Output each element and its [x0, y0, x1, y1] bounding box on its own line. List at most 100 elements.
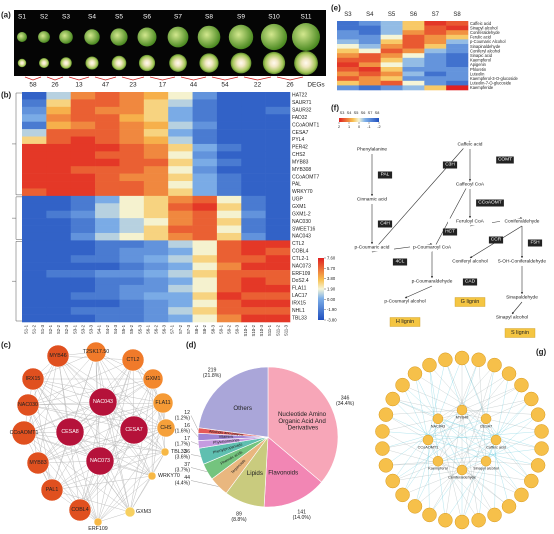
compound-bg: [490, 314, 534, 322]
network-edge: [445, 461, 487, 521]
heatmap-cell: [143, 203, 169, 212]
scale-label: 1: [348, 125, 350, 129]
heatmap-cell: [216, 225, 242, 234]
network-edge: [461, 469, 510, 507]
heatmap-cell: [22, 143, 47, 152]
network-edge: [402, 385, 439, 462]
heatmap-cell: [168, 181, 193, 189]
network-node: [454, 514, 470, 530]
network-edge: [97, 451, 166, 523]
network-node: [456, 464, 468, 476]
heatmap-cell: [22, 299, 47, 308]
heatmap-cell: [119, 218, 145, 226]
compound-bg: [448, 181, 492, 189]
heatmap-cell: [402, 80, 425, 86]
heatmap-cell: [424, 62, 447, 68]
node-label: NAC043: [93, 399, 113, 405]
heatmap-cell: [119, 181, 145, 189]
network-node: [85, 341, 107, 363]
row-label: Coniferyl alcohol: [470, 48, 500, 53]
heatmap-cell: [446, 25, 469, 31]
heatmap-cell: [22, 195, 47, 204]
heatmap-cell: [241, 158, 266, 167]
network-edge: [461, 409, 479, 521]
heatmap-cell: [22, 92, 47, 100]
heatmap-cell: [119, 247, 145, 256]
network-edge: [79, 427, 167, 511]
heatmap-cell: [46, 232, 72, 241]
heatmap-cell: [265, 114, 291, 122]
heatmap-cell: [265, 232, 291, 241]
stage-bracket: [149, 76, 176, 81]
compound-bg: [410, 278, 454, 286]
network-edge: [437, 461, 446, 521]
heatmap-cell: [241, 270, 266, 278]
gene-label: MYB308: [292, 167, 311, 173]
node-label: Kaempferol: [428, 467, 448, 471]
heatmap-cell: [216, 314, 242, 323]
network-edge: [429, 469, 463, 516]
heatmap-cell: [380, 39, 403, 45]
heatmap-cell: [119, 262, 145, 271]
network-node: [385, 473, 400, 489]
heatmap-cell: [241, 262, 266, 271]
network-edge: [382, 431, 439, 462]
fruit-section: [262, 51, 286, 75]
sample-label: S2-2: [56, 324, 61, 334]
network-edge: [23, 355, 59, 434]
heatmap-cell: [143, 121, 169, 130]
heatmap-cell: [119, 158, 145, 167]
heatmap-cell: [216, 299, 242, 308]
stage-label: S5: [115, 14, 123, 21]
heatmap-cell: [119, 92, 145, 100]
heatmap-cell: [143, 114, 169, 122]
heatmap-cell: [380, 30, 403, 36]
heatmap-cell: [380, 53, 403, 59]
node-label: Sinapyl alcohol: [473, 467, 499, 471]
heatmap-cell: [446, 39, 469, 45]
network-node: [514, 487, 529, 503]
scale-label: -3.80: [327, 318, 337, 323]
network-edge: [427, 431, 542, 441]
compound-bg: [410, 244, 454, 252]
heatmap-cell: [119, 225, 145, 234]
heatmap-cell: [216, 92, 242, 100]
network-edge: [429, 364, 497, 441]
heatmap-cell: [358, 67, 381, 72]
heatmap-cell: [216, 277, 242, 286]
heatmap-cell: [46, 314, 72, 323]
panel-label: (g): [536, 348, 547, 357]
network-edge: [445, 409, 463, 521]
heatmap-cell: [46, 181, 72, 189]
heatmap-cell: [70, 307, 96, 315]
row-label: Kaempferol: [470, 58, 491, 63]
network-edge: [427, 439, 479, 521]
sample-label: S6-2: [154, 324, 159, 334]
fruit: [197, 25, 221, 49]
heatmap-cell: [446, 85, 469, 91]
sample-label: S10-1: [243, 324, 248, 336]
heatmap-cell: [70, 270, 96, 278]
heatmap-cell: [192, 314, 218, 323]
node-label: GXM3: [136, 509, 151, 515]
network-node: [534, 424, 549, 439]
heatmap-cell: [46, 173, 72, 182]
fruit-section: [111, 55, 127, 71]
slice-value: 36: [184, 449, 190, 455]
heatmap-cell: [241, 307, 266, 315]
heatmap-cell: [95, 277, 120, 286]
slice-value: 17: [184, 436, 190, 442]
heatmap-cell: [95, 299, 120, 308]
compound-label: Sinapyl alcohol: [496, 315, 528, 321]
heatmap-cell: [143, 173, 169, 182]
enzyme-label: CCoAOMT: [478, 200, 502, 206]
heatmap-cell: [46, 99, 72, 108]
network-edge: [382, 418, 439, 432]
heatmap-cell: [337, 39, 360, 45]
stage-label: S3: [62, 14, 70, 21]
gene-label: ERF109: [292, 271, 311, 277]
network-node: [480, 455, 492, 467]
heatmap-cell: [46, 225, 72, 234]
heatmap-cell: [402, 39, 425, 45]
compound-label: p-Coumaric acid: [355, 245, 390, 251]
